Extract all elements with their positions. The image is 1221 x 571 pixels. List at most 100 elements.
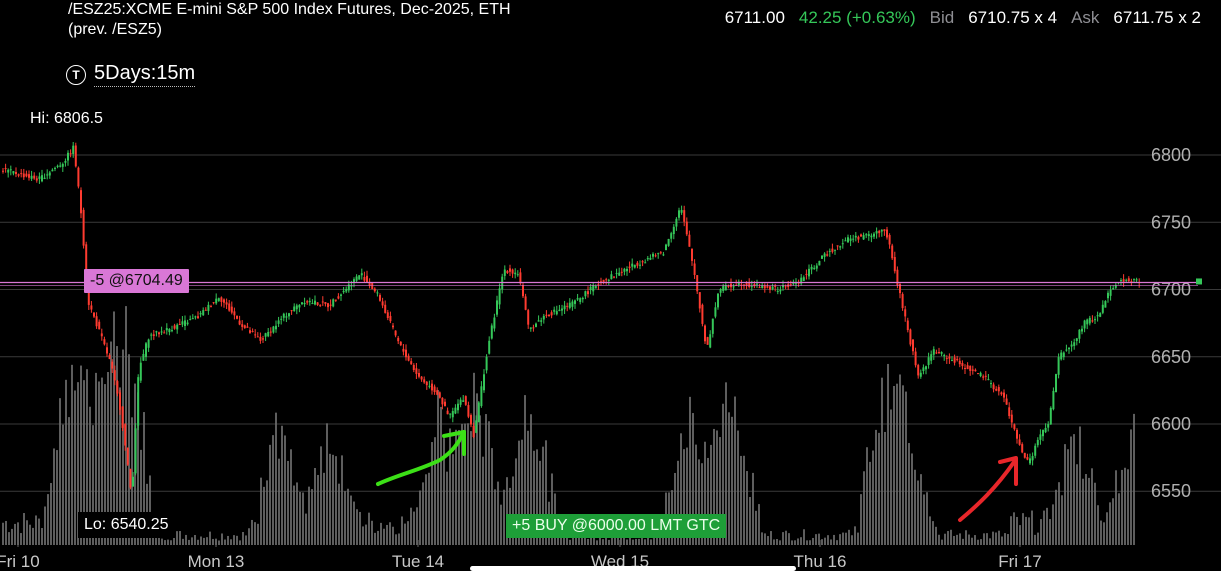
volume-bar — [959, 533, 961, 545]
candle — [865, 234, 868, 236]
volume-bar — [458, 429, 460, 545]
volume-bar — [956, 534, 958, 545]
volume-bar — [1007, 534, 1009, 545]
candle — [1081, 328, 1083, 332]
candle — [805, 273, 808, 275]
candle — [72, 145, 75, 154]
candle — [95, 316, 98, 327]
volume-bar — [911, 453, 913, 545]
candle — [706, 337, 709, 345]
candle — [618, 272, 621, 276]
volume-bar — [1094, 482, 1096, 545]
volume-bar — [692, 413, 694, 545]
volume-bar — [1079, 426, 1081, 545]
candle — [984, 375, 987, 377]
candle — [862, 235, 865, 240]
volume-bar — [863, 471, 865, 545]
candle — [584, 291, 587, 297]
volume-bar — [188, 539, 190, 545]
candle — [386, 312, 389, 318]
volume-bar — [992, 531, 994, 545]
volume-bar — [1025, 516, 1027, 545]
volume-bar — [128, 354, 130, 545]
volume-bar — [260, 477, 262, 545]
volume-bar — [263, 486, 265, 545]
candle — [246, 326, 249, 328]
candle — [449, 413, 452, 415]
volume-bar — [98, 381, 100, 545]
candle — [1029, 458, 1031, 464]
volume-bar — [920, 474, 922, 545]
volume-bar — [428, 472, 430, 545]
candle — [592, 284, 595, 292]
candle — [358, 275, 361, 280]
volume-bar — [194, 535, 196, 545]
volume-bar — [701, 463, 703, 545]
candle — [262, 338, 264, 340]
volume-bar — [2, 522, 4, 545]
volume-bar — [611, 537, 613, 545]
candle — [891, 245, 894, 259]
candle — [670, 233, 673, 239]
red-annotation-arrow — [958, 460, 1016, 522]
volume-bar — [761, 532, 763, 545]
sell-order-tag[interactable]: -5 @6704.49 — [84, 269, 189, 293]
volume-bar — [398, 533, 400, 545]
volume-bar — [674, 472, 676, 545]
volume-bar — [524, 395, 526, 545]
bid-value: 6710.75 x 4 — [968, 8, 1058, 27]
volume-bar — [464, 423, 466, 545]
candle — [243, 325, 246, 328]
volume-bar — [1067, 449, 1069, 545]
candle — [818, 260, 821, 266]
candle — [532, 327, 535, 329]
volume-bar — [437, 389, 439, 545]
candle — [402, 348, 405, 352]
x-tick-label: Tue 14 — [392, 552, 444, 571]
y-tick-label: 6800 — [1151, 145, 1191, 165]
volume-bar — [191, 537, 193, 545]
timeframe-selector[interactable]: T 5Days:15m — [66, 62, 196, 87]
volume-bar — [653, 535, 655, 545]
candle — [48, 172, 51, 176]
volume-bar — [644, 539, 646, 545]
candle — [1078, 329, 1081, 339]
candle — [399, 341, 402, 346]
candle — [1042, 430, 1044, 437]
candle — [446, 410, 449, 415]
low-label: Lo: 6540.25 — [78, 512, 175, 538]
x-tick-label: Fri 10 — [0, 552, 40, 571]
volume-bar — [752, 472, 754, 545]
candle — [701, 304, 704, 324]
volume-bar — [539, 460, 541, 545]
volume-bar — [413, 511, 415, 545]
candle — [537, 320, 540, 322]
candle — [163, 332, 166, 334]
candle — [784, 286, 787, 288]
volume-bar — [5, 520, 7, 545]
volume-bar — [902, 385, 904, 545]
volume-bar — [338, 483, 340, 545]
candle — [737, 281, 740, 285]
candle — [906, 320, 909, 331]
volume-bar — [113, 311, 115, 545]
candle — [698, 292, 701, 309]
candle — [134, 428, 137, 474]
volume-bar — [995, 532, 997, 545]
volume-bar — [335, 456, 337, 545]
candle — [470, 415, 472, 425]
volume-bar — [821, 539, 823, 545]
candle — [64, 161, 67, 163]
volume-bar — [680, 433, 682, 545]
candle — [1021, 444, 1024, 453]
candle — [106, 347, 108, 354]
volume-bar — [86, 369, 88, 545]
volume-bar — [287, 460, 289, 545]
volume-bar — [425, 474, 427, 545]
buy-order-tag[interactable]: +5 BUY @6000.00 LMT GTC — [506, 514, 727, 538]
volume-bar — [407, 521, 409, 545]
volume-bar — [893, 386, 895, 545]
candle — [893, 257, 896, 272]
candle — [691, 248, 693, 261]
